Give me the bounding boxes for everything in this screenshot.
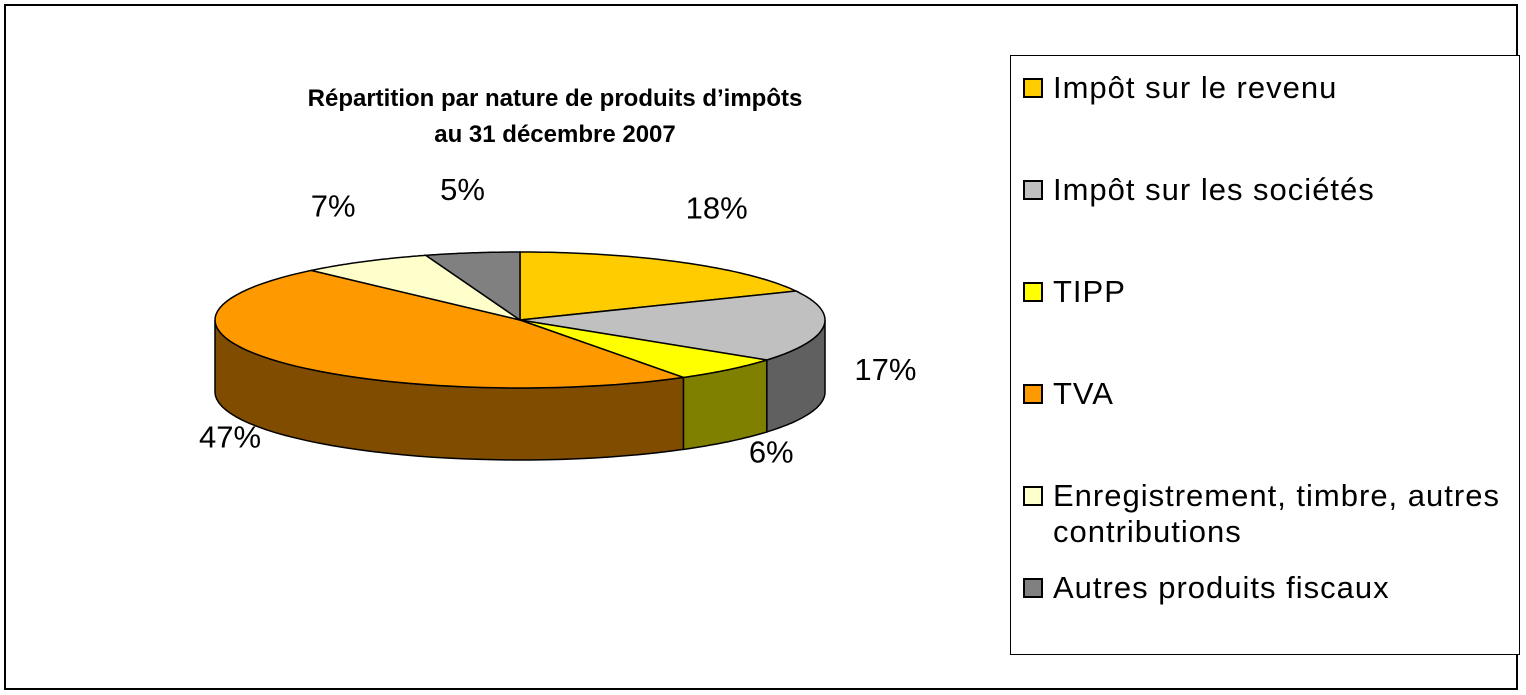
legend-label: TVA <box>1053 376 1114 411</box>
data-label: 7% <box>311 188 356 223</box>
legend: Impôt sur le revenu Impôt sur les société… <box>1010 55 1520 655</box>
data-label: 6% <box>749 435 794 470</box>
data-label: 47% <box>199 419 261 454</box>
legend-entry: Impôt sur les sociétés <box>1023 172 1513 208</box>
legend-entry: TVA <box>1023 376 1513 412</box>
legend-swatch <box>1023 78 1043 98</box>
legend-swatch <box>1023 180 1043 200</box>
legend-swatch <box>1023 384 1043 404</box>
legend-entry: Impôt sur le revenu <box>1023 70 1513 106</box>
legend-entry: TIPP <box>1023 274 1513 310</box>
slice <box>519 290 826 361</box>
slice <box>214 269 684 389</box>
slice <box>423 251 521 322</box>
data-label: 17% <box>854 352 916 387</box>
legend-label: Autres produits fiscaux <box>1053 570 1390 605</box>
legend-swatch <box>1023 578 1043 598</box>
chart-title: au 31 décembre 2007 <box>434 121 676 148</box>
data-label: 5% <box>440 172 485 207</box>
data-label: 18% <box>686 190 748 225</box>
slice <box>311 254 521 321</box>
legend-label: Enregistrement, timbre, autres contribut… <box>1053 478 1500 549</box>
chart-title: Répartition par nature de produits d’imp… <box>308 85 803 112</box>
legend-label: Impôt sur les sociétés <box>1053 172 1375 207</box>
legend-entry: Autres produits fiscaux <box>1023 570 1513 606</box>
legend-entry: Enregistrement, timbre, autres contribut… <box>1023 478 1513 550</box>
legend-swatch <box>1023 486 1043 506</box>
legend-swatch <box>1023 282 1043 302</box>
slice <box>519 251 799 321</box>
legend-label: Impôt sur le revenu <box>1053 70 1338 105</box>
legend-label: TIPP <box>1053 274 1126 309</box>
slice <box>519 319 767 379</box>
